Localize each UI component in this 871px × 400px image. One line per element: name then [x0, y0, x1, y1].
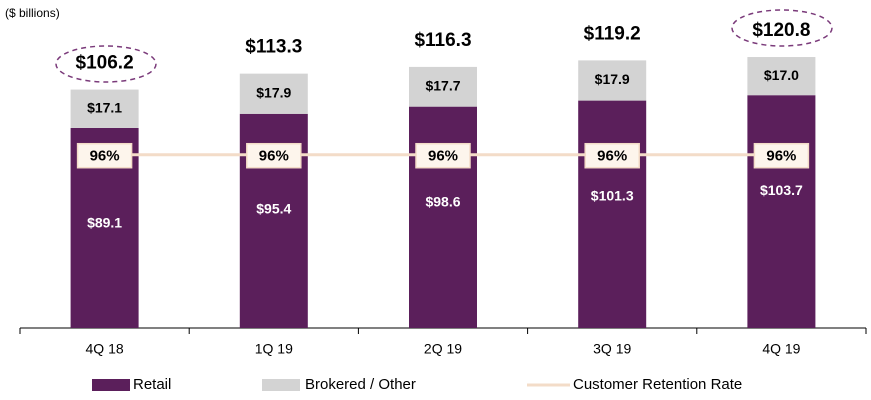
highlight-ellipse — [731, 9, 833, 47]
brokered-label: $17.1 — [87, 99, 122, 115]
highlight-ellipse — [55, 45, 157, 83]
retention-label: 96% — [90, 148, 120, 165]
x-tick-label: 2Q 19 — [424, 341, 462, 357]
retail-label: $89.1 — [87, 215, 122, 231]
brokered-label: $17.0 — [764, 67, 799, 83]
retail-label: $101.3 — [591, 187, 634, 203]
retail-label: $103.7 — [760, 182, 803, 198]
x-tick-label: 1Q 19 — [255, 341, 293, 357]
x-tick-label: 4Q 19 — [762, 341, 800, 357]
total-label: $113.3 — [245, 37, 302, 58]
retention-label-box — [246, 142, 302, 169]
brokered-bar — [239, 73, 308, 114]
legend-swatch — [92, 379, 130, 391]
retail-bar — [409, 106, 477, 328]
chart-subtitle: ($ billions) — [5, 6, 60, 20]
retention-label: 96% — [597, 148, 627, 165]
legend-swatch — [262, 379, 300, 391]
legend-label: Brokered / Other — [305, 376, 416, 393]
brokered-label: $17.9 — [256, 84, 291, 100]
retention-label-box — [76, 142, 133, 169]
retention-label: 96% — [259, 148, 289, 165]
total-label: $120.8 — [752, 20, 810, 41]
brokered-label: $17.7 — [425, 77, 460, 93]
retail-bar — [747, 95, 816, 328]
retail-bar — [578, 100, 647, 328]
brokered-label: $17.9 — [595, 71, 630, 87]
brokered-bar — [578, 60, 647, 101]
total-label: $106.2 — [76, 53, 134, 74]
retail-label: $95.4 — [256, 201, 291, 217]
total-label: $116.3 — [414, 30, 471, 51]
total-label: $119.2 — [584, 23, 641, 44]
brokered-bar — [70, 89, 139, 128]
x-tick-label: 3Q 19 — [593, 341, 631, 357]
legend-label: Retail — [133, 376, 171, 393]
retention-label-box — [753, 142, 810, 169]
retail-label: $98.6 — [425, 193, 460, 209]
retention-label: 96% — [766, 148, 796, 165]
brokered-bar — [409, 66, 477, 107]
retention-label-box — [415, 142, 471, 169]
retention-label-box — [584, 142, 640, 169]
retention-label: 96% — [428, 148, 458, 165]
legend-label: Customer Retention Rate — [573, 376, 742, 393]
brokered-bar — [747, 57, 816, 96]
x-tick-label: 4Q 18 — [86, 341, 124, 357]
